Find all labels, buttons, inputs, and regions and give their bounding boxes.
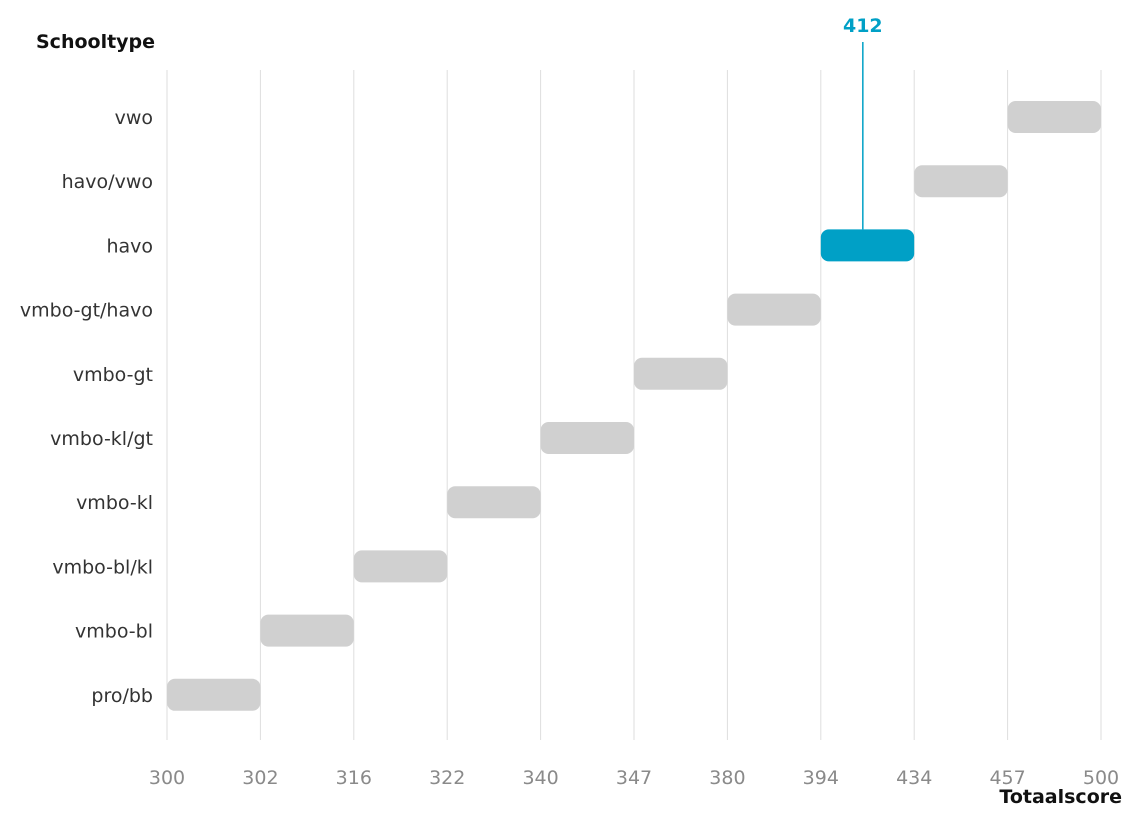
category-label: vmbo-kl: [76, 492, 153, 514]
x-tick-label: 380: [709, 767, 745, 789]
highlight-bar: [820, 229, 915, 262]
category-labels: vwo havo/vwo havo vmbo-gt/havo vmbo-gt vmbo-k…: [20, 107, 153, 707]
highlight-marker: 412: [843, 15, 883, 230]
y-axis-title: Schooltype: [36, 31, 155, 53]
range-bar: [914, 165, 1008, 198]
x-tick-label: 394: [803, 767, 839, 789]
category-label: havo/vwo: [62, 171, 153, 193]
category-label: vmbo-bl: [75, 621, 153, 643]
range-bar: [353, 550, 448, 583]
range-bar: [634, 357, 728, 390]
gridlines: [166, 70, 1102, 740]
x-axis-title: Totaalscore: [999, 786, 1122, 808]
range-bar: [447, 486, 541, 519]
category-label: vmbo-kl/gt: [50, 428, 153, 450]
x-tick-label: 300: [149, 767, 185, 789]
x-tick-label: 316: [336, 767, 372, 789]
range-bar: [727, 293, 821, 326]
category-label: vmbo-bl/kl: [52, 556, 153, 578]
range-bar: [167, 678, 261, 711]
category-label: havo: [106, 235, 153, 257]
x-tick-label: 340: [522, 767, 558, 789]
highlight-value-label: 412: [843, 15, 883, 37]
x-tick-labels: 300 302 316 322 340 347 380 394 434 457 500: [149, 767, 1119, 789]
x-tick-label: 434: [896, 767, 932, 789]
category-label: vwo: [115, 107, 153, 129]
x-tick-label: 302: [242, 767, 278, 789]
range-bar: [1007, 101, 1101, 133]
x-tick-label: 322: [429, 767, 465, 789]
x-tick-label: 500: [1083, 767, 1119, 789]
category-label: vmbo-gt: [73, 364, 153, 386]
x-tick-label: 347: [616, 767, 652, 789]
range-bar: [260, 614, 354, 647]
category-label: vmbo-gt/havo: [20, 300, 153, 322]
x-tick-label: 457: [989, 767, 1025, 789]
bars: [167, 101, 1101, 711]
range-bar: [540, 422, 634, 454]
category-label: pro/bb: [91, 685, 153, 707]
